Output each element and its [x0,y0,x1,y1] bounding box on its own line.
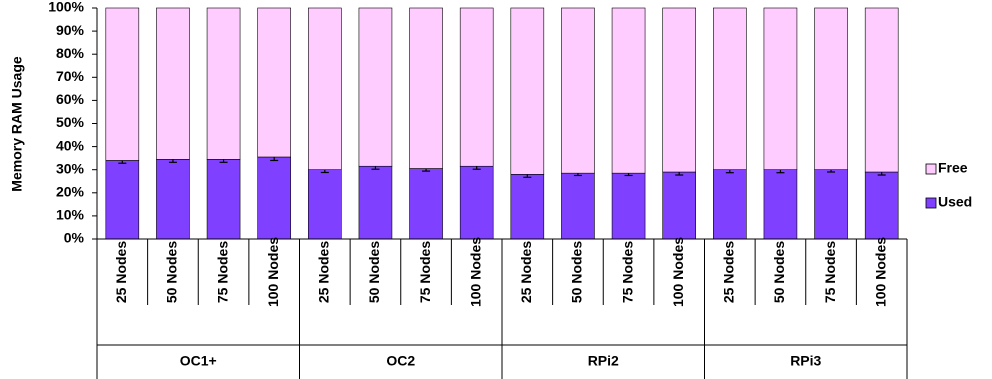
y-tick-label: 30% [56,160,85,176]
x-tick-label: 50 Nodes [569,241,585,303]
y-tick-label: 70% [56,68,85,84]
x-tick-label: 100 Nodes [670,237,686,307]
bar-segment [611,7,646,174]
x-tick-label: 50 Nodes [366,241,382,303]
bar-segment [763,7,798,170]
x-tick-label: 50 Nodes [164,241,180,303]
bar-segment [358,7,393,167]
y-tick-label: 60% [56,91,85,107]
bar-segment [105,7,140,161]
bar-segment [561,172,595,240]
bar-segment [358,165,393,240]
bar-segment [206,7,241,160]
y-tick-label: 80% [56,45,85,61]
x-tick-label: 50 Nodes [771,241,787,303]
x-tick-label: 75 Nodes [822,241,838,303]
x-tick-label: 75 Nodes [417,241,433,303]
x-tick-label: 25 Nodes [113,241,129,303]
x-tick-label: 25 Nodes [721,241,737,303]
bar-segment [510,7,545,175]
y-tick-label: 50% [56,114,85,130]
y-tick-label: 20% [56,184,85,200]
bar-segment [257,156,291,240]
bar-segment [459,165,494,240]
bar-segment [662,171,696,240]
legend-label: Used [938,194,972,210]
bar-segment [409,7,443,169]
y-tick-label: 40% [56,137,85,153]
x-tick-label: 100 Nodes [872,237,888,307]
bar-segment [662,7,696,173]
legend-swatch [925,197,937,209]
bar-segment [864,7,899,173]
legend-label: Free [938,160,968,176]
bar-segment [864,171,899,240]
bar-segment [763,169,798,240]
bar-segment [713,169,747,240]
y-tick-label: 90% [56,22,85,38]
bar-segment [814,7,848,170]
x-tick-label: 75 Nodes [619,241,635,303]
bar-segment [814,169,848,240]
y-tick-label: 0% [64,230,85,246]
y-axis-label: Memory RAM Usage [9,56,25,192]
group-label: OC1+ [180,353,217,369]
y-tick-label: 100% [48,0,84,15]
group-label: RPi3 [790,353,821,369]
bar-segment [206,159,241,240]
x-tick-label: 100 Nodes [467,237,483,307]
bar-segment [308,169,342,240]
y-tick-label: 10% [56,207,85,223]
bar-segment [105,160,140,240]
group-label: OC2 [386,353,415,369]
x-tick-label: 75 Nodes [214,241,230,303]
bar-segment [409,168,443,240]
x-tick-label: 100 Nodes [265,237,281,307]
bar-segment [156,7,190,160]
bar-segment [459,7,494,167]
x-tick-label: 25 Nodes [518,241,534,303]
bar-segment [156,159,190,240]
bar-segment [611,172,646,240]
bar-segment [510,174,545,240]
group-label: RPi2 [588,353,619,369]
bar-segment [308,7,342,170]
x-tick-label: 25 Nodes [316,241,332,303]
bar-segment [713,7,747,170]
bar-segment [257,7,291,158]
legend-swatch [925,163,937,175]
bar-segment [561,7,595,174]
